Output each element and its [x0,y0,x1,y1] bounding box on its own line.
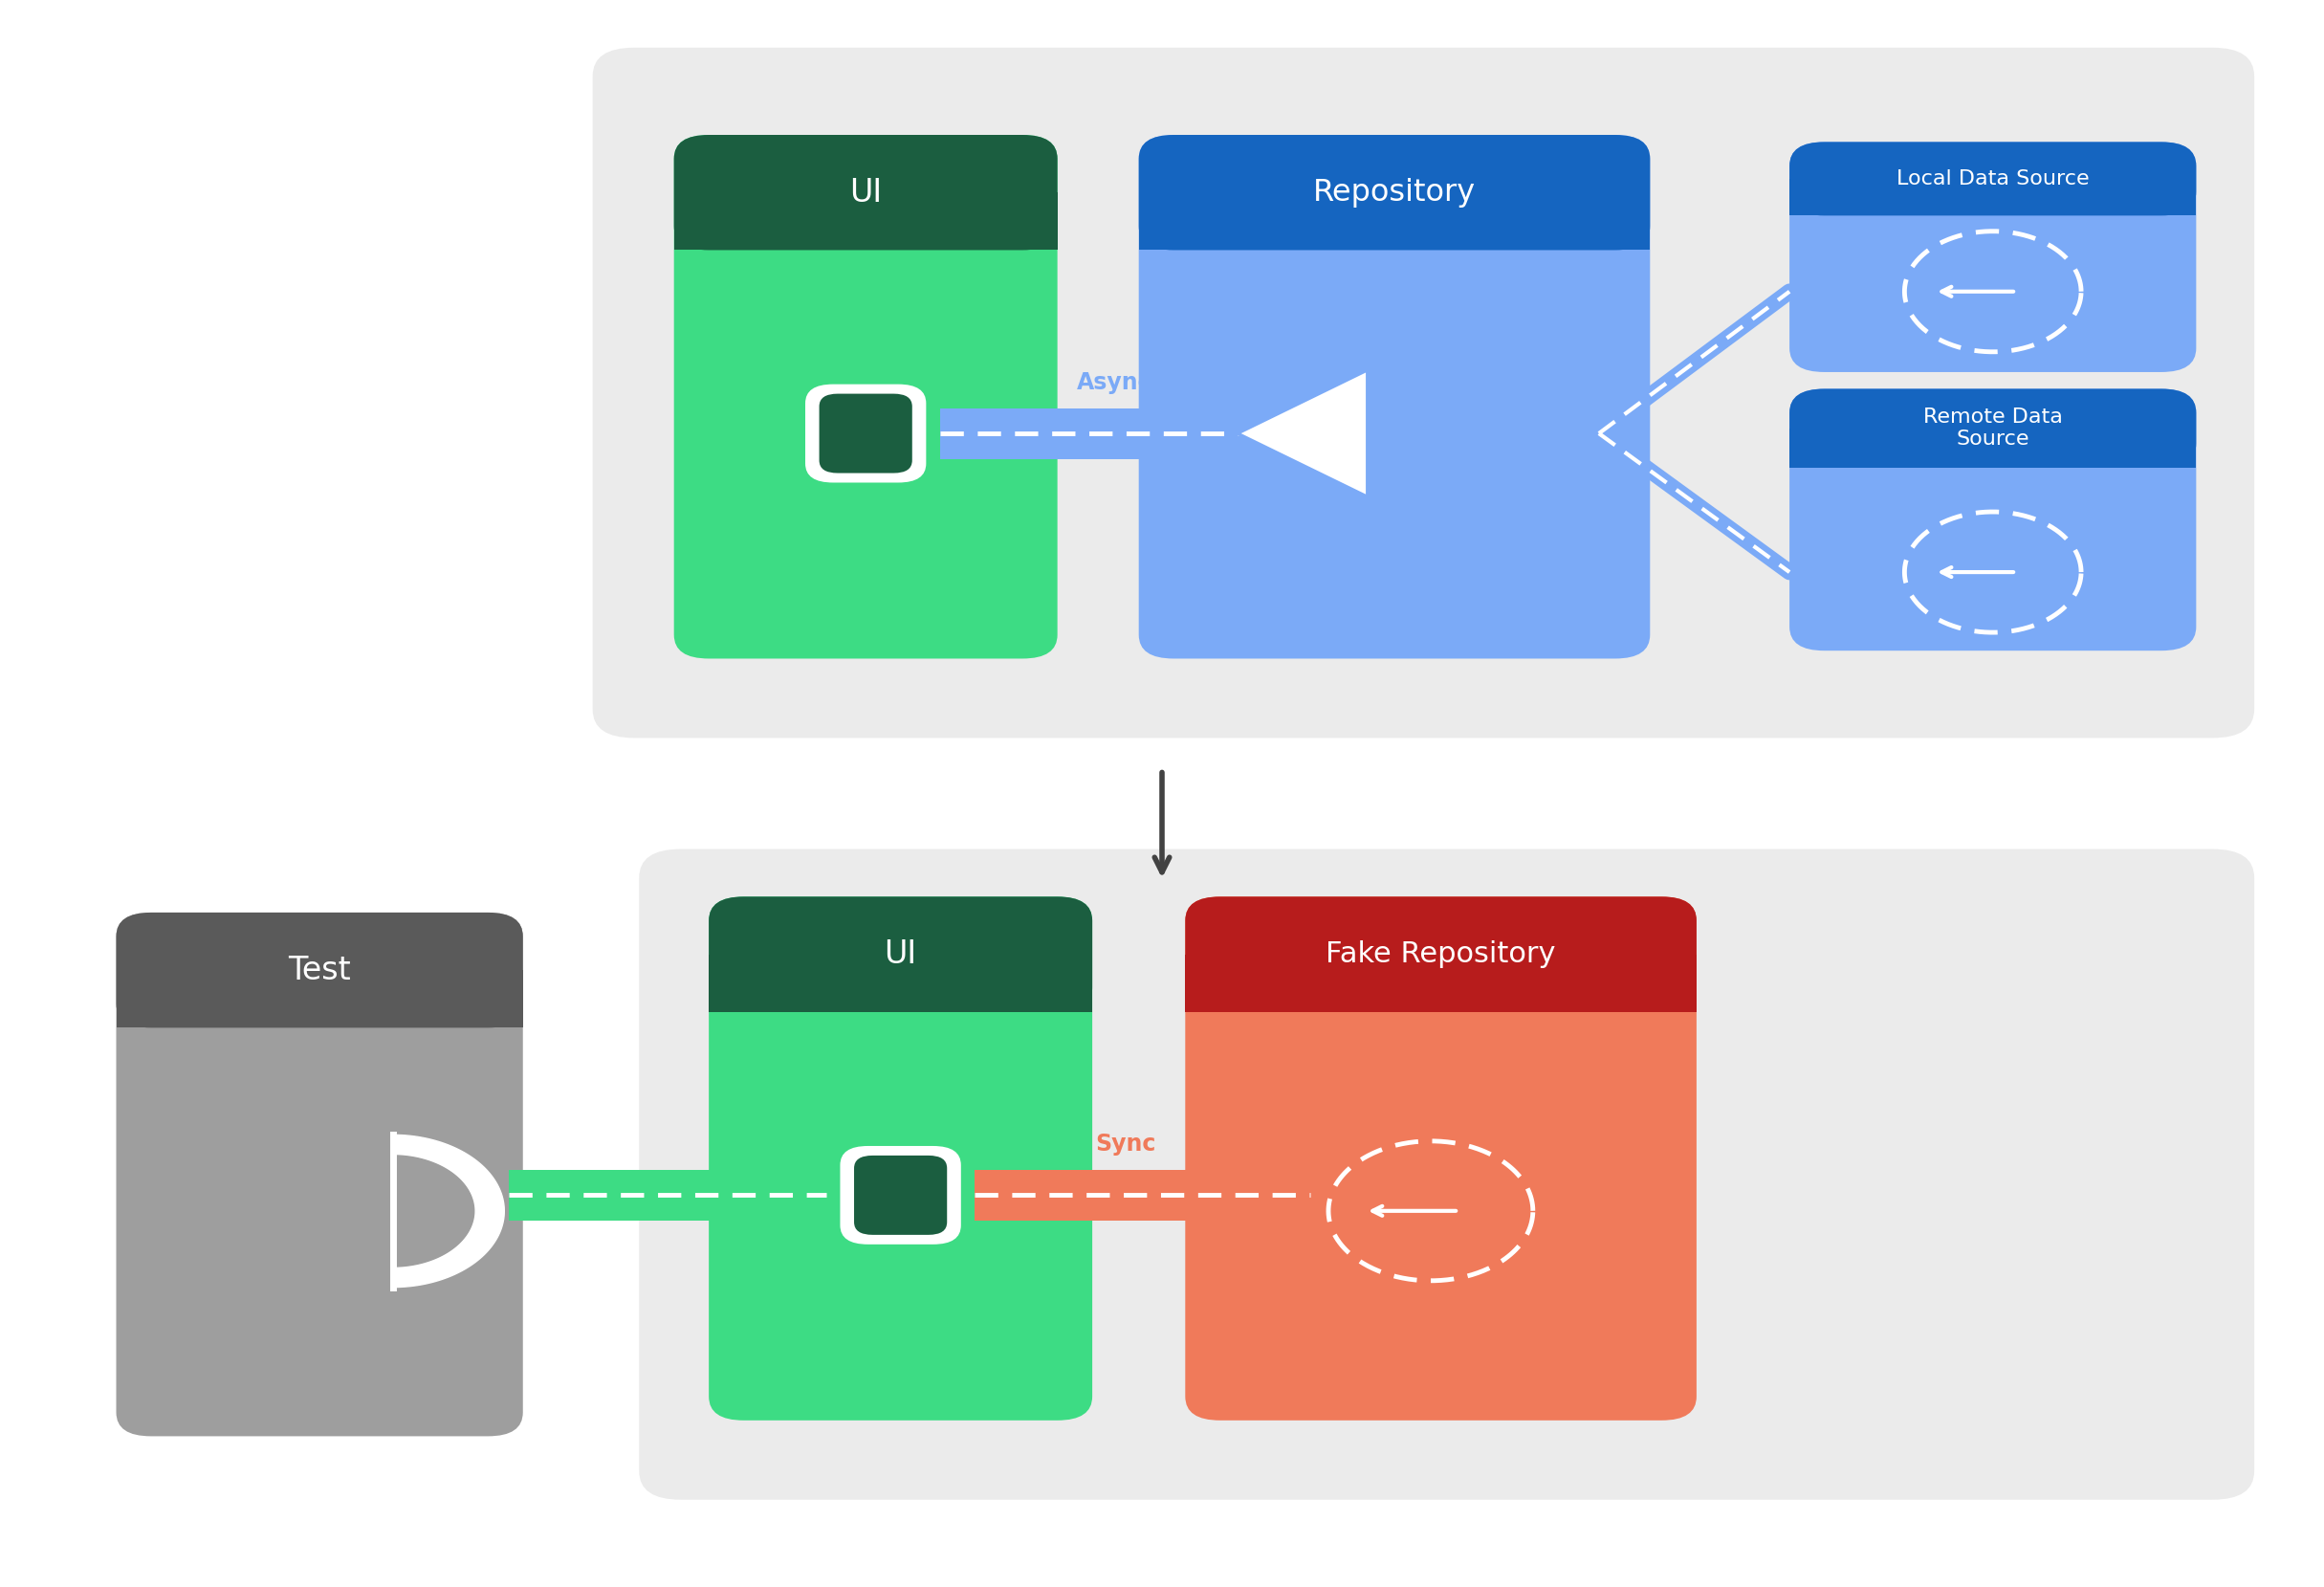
FancyBboxPatch shape [841,1146,962,1244]
Text: Async: Async [1076,371,1153,394]
Text: Sync: Sync [1095,1133,1155,1155]
Bar [1139,192,1650,251]
FancyBboxPatch shape [674,135,1057,251]
Bar [1789,179,2196,216]
FancyBboxPatch shape [1789,389,2196,467]
Bar [674,192,1057,251]
Text: Local Data Source: Local Data Source [1896,170,2089,189]
FancyBboxPatch shape [1139,135,1650,659]
Text: Repository: Repository [1313,178,1476,208]
Bar [509,1170,827,1220]
Bar [1185,954,1697,1013]
Polygon shape [1236,370,1367,497]
FancyBboxPatch shape [709,897,1092,1420]
FancyBboxPatch shape [593,48,2254,738]
Text: UI: UI [883,938,918,970]
FancyBboxPatch shape [806,384,925,482]
FancyBboxPatch shape [1789,141,2196,371]
Polygon shape [393,1155,474,1266]
FancyBboxPatch shape [709,897,1092,1013]
FancyBboxPatch shape [674,135,1057,659]
FancyBboxPatch shape [639,849,2254,1500]
Text: Remote Data
Source: Remote Data Source [1922,408,2064,449]
FancyBboxPatch shape [1139,135,1650,251]
FancyBboxPatch shape [1185,897,1697,1013]
FancyBboxPatch shape [1185,897,1697,1420]
Bar [709,954,1092,1013]
FancyBboxPatch shape [855,1155,948,1235]
FancyBboxPatch shape [820,394,911,473]
FancyBboxPatch shape [1789,389,2196,651]
FancyBboxPatch shape [116,913,523,1028]
Bar [941,408,1355,459]
Text: UI: UI [848,176,883,208]
Bar [976,1170,1311,1220]
Bar [1789,428,2196,467]
Bar [116,970,523,1028]
FancyBboxPatch shape [1789,141,2196,216]
Polygon shape [393,1135,504,1287]
FancyBboxPatch shape [116,913,523,1436]
Text: Test: Test [288,954,351,986]
Text: Fake Repository: Fake Repository [1327,941,1555,968]
